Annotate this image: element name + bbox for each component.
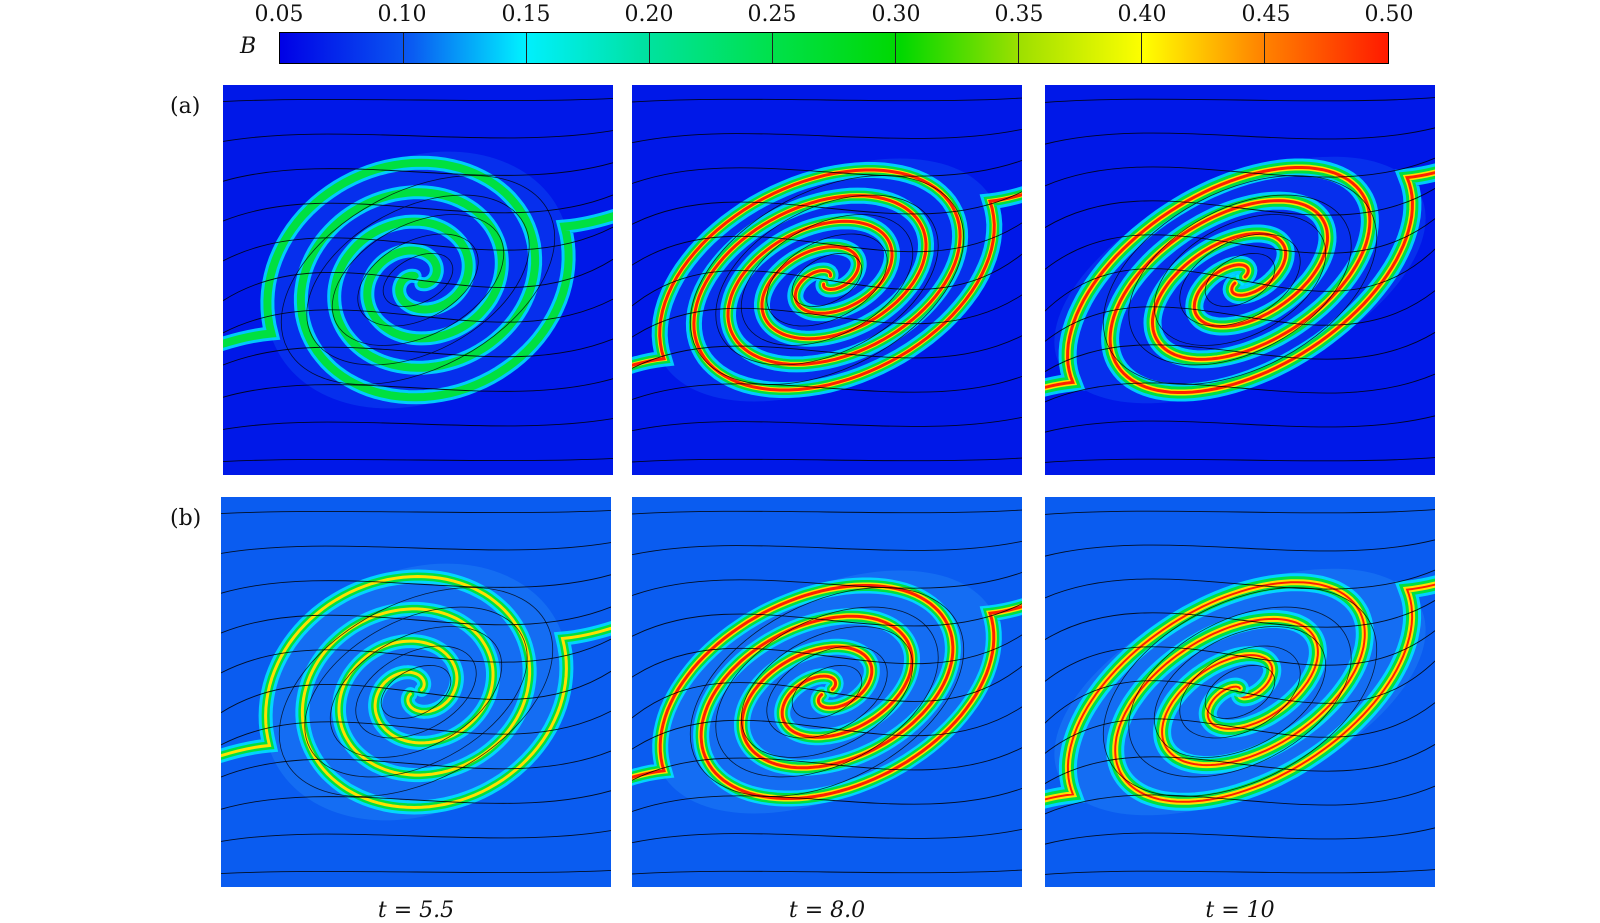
row-label-b: (b) <box>170 506 202 531</box>
row-label-a: (a) <box>170 94 201 119</box>
colorbar-tick-label: 0.30 <box>871 2 921 27</box>
field-panel-b-3 <box>1045 497 1435 887</box>
colorbar-tick-label: 0.20 <box>624 2 674 27</box>
colorbar-tick-mark <box>648 33 650 63</box>
colorbar-tick-label: 0.10 <box>377 2 427 27</box>
field-panel-b-1 <box>221 497 611 887</box>
colorbar-tick-label: 0.35 <box>994 2 1044 27</box>
colorbar-tick-mark <box>1140 33 1142 63</box>
field-panel-b-2 <box>632 497 1022 887</box>
colorbar-symbol: B <box>240 34 257 59</box>
field-panel-a-3 <box>1045 85 1435 475</box>
colorbar-tick-label: 0.25 <box>747 2 797 27</box>
colorbar-tick-mark <box>525 33 527 63</box>
field-panel-a-1 <box>223 85 613 475</box>
colorbar-tick-mark <box>1017 33 1019 63</box>
colorbar-tick-mark <box>1263 33 1265 63</box>
time-label-2: t = 8.0 <box>788 898 866 923</box>
colorbar-tick-label: 0.40 <box>1117 2 1167 27</box>
time-label-3: t = 10 <box>1205 898 1275 923</box>
colorbar-tick-mark <box>402 33 404 63</box>
colorbar-tick-label: 0.05 <box>254 2 304 27</box>
colorbar-tick-mark <box>771 33 773 63</box>
colorbar-tick-mark <box>894 33 896 63</box>
colorbar-tick-label: 0.50 <box>1364 2 1414 27</box>
colorbar-tick-label: 0.45 <box>1241 2 1291 27</box>
time-label-1: t = 5.5 <box>377 898 455 923</box>
colorbar-tick-label: 0.15 <box>501 2 551 27</box>
colorbar-gradient <box>279 32 1389 64</box>
field-panel-a-2 <box>632 85 1022 475</box>
